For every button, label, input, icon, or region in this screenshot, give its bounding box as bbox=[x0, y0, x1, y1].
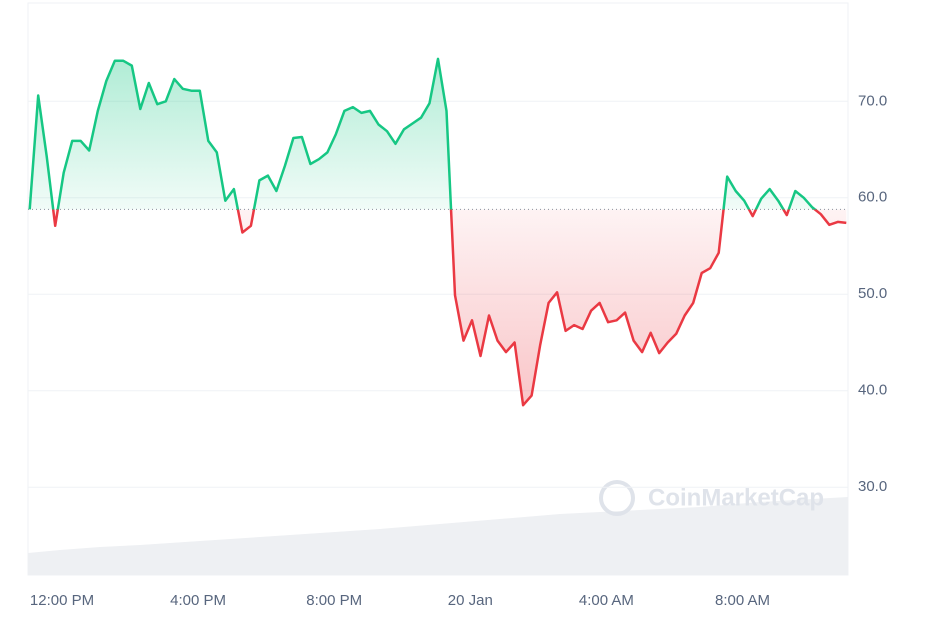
y-tick-label: 40.0 bbox=[858, 382, 887, 399]
watermark-logo bbox=[599, 480, 635, 516]
watermark-text: CoinMarketCap bbox=[648, 484, 824, 511]
y-tick-label: 30.0 bbox=[858, 478, 887, 495]
x-tick-label: 4:00 AM bbox=[579, 592, 634, 609]
volume-area bbox=[28, 497, 848, 575]
watermark: CoinMarketCap bbox=[599, 480, 824, 516]
x-tick-label: 12:00 PM bbox=[30, 592, 94, 609]
x-tick-label: 4:00 PM bbox=[170, 592, 226, 609]
x-tick-label: 8:00 PM bbox=[306, 592, 362, 609]
price-line bbox=[28, 57, 847, 407]
x-tick-label: 20 Jan bbox=[448, 592, 493, 609]
area-fill bbox=[29, 58, 847, 406]
y-tick-label: 60.0 bbox=[858, 189, 887, 206]
x-tick-label: 8:00 AM bbox=[715, 592, 770, 609]
y-tick-label: 50.0 bbox=[858, 285, 887, 302]
y-tick-label: 70.0 bbox=[858, 92, 887, 109]
